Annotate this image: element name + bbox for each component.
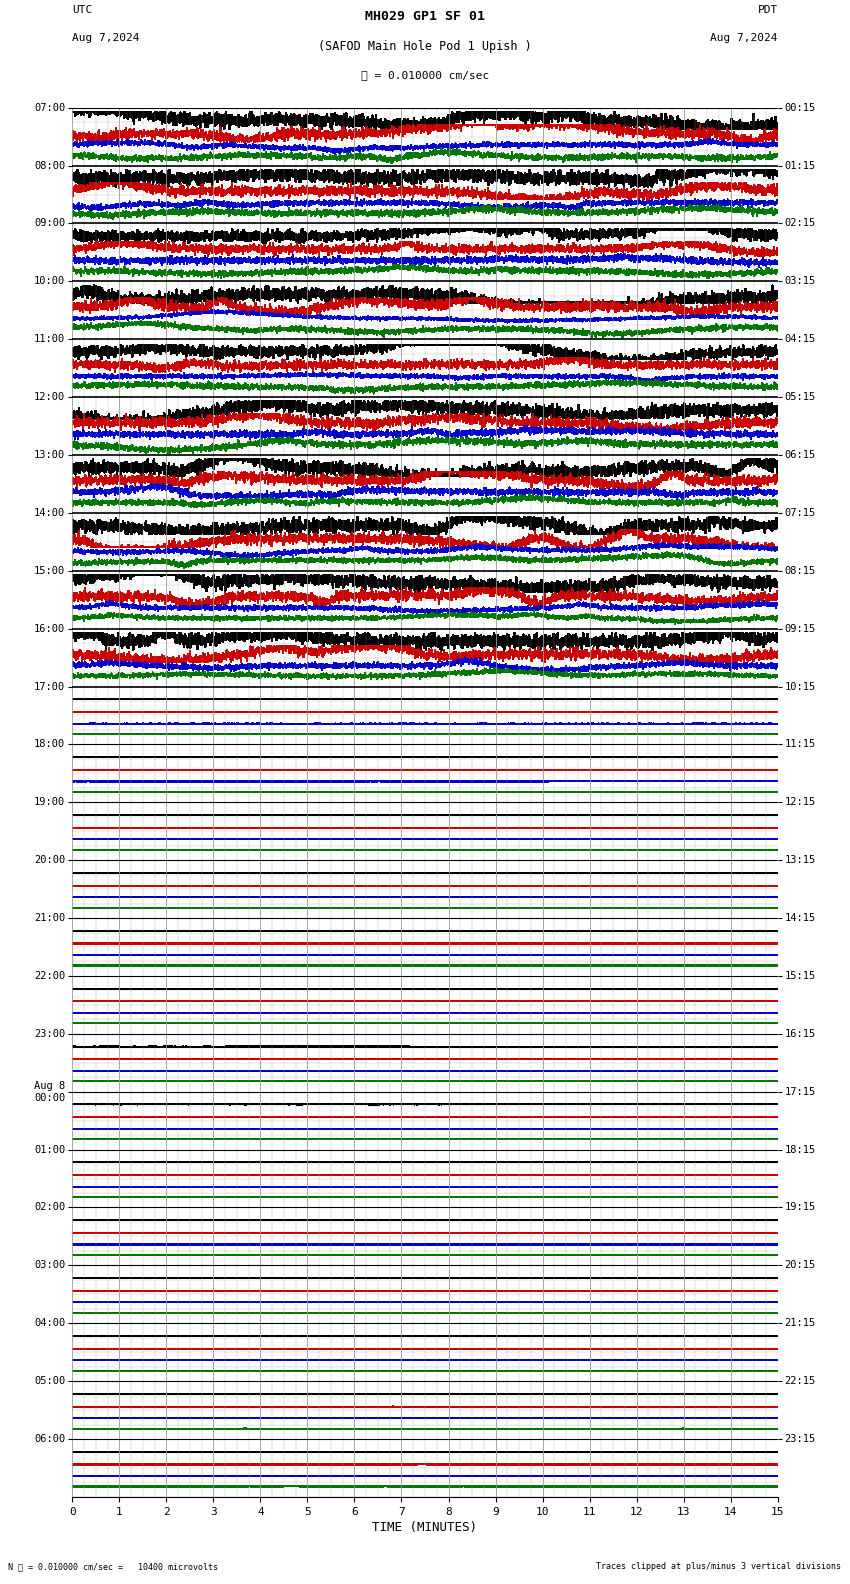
X-axis label: TIME (MINUTES): TIME (MINUTES) [372,1521,478,1533]
Text: Traces clipped at plus/minus 3 vertical divisions: Traces clipped at plus/minus 3 vertical … [597,1562,842,1571]
Text: PDT: PDT [757,5,778,14]
Text: (SAFOD Main Hole Pod 1 Upish ): (SAFOD Main Hole Pod 1 Upish ) [318,40,532,52]
Text: N ⏐ = 0.010000 cm/sec =   10400 microvolts: N ⏐ = 0.010000 cm/sec = 10400 microvolts [8,1562,218,1571]
Text: Aug 7,2024: Aug 7,2024 [711,33,778,43]
Text: Aug 7,2024: Aug 7,2024 [72,33,139,43]
Text: UTC: UTC [72,5,93,14]
Text: ⏐ = 0.010000 cm/sec: ⏐ = 0.010000 cm/sec [361,70,489,79]
Text: MH029 GP1 SF 01: MH029 GP1 SF 01 [365,10,485,22]
